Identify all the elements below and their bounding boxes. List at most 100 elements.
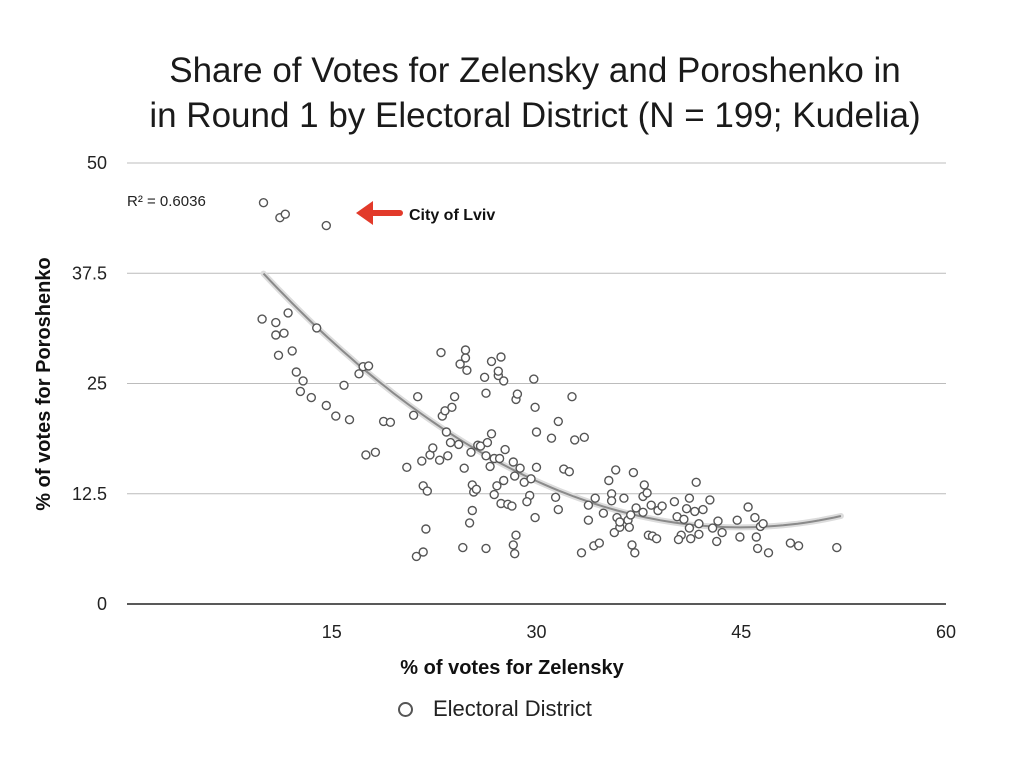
data-point	[471, 484, 482, 494]
data-point	[627, 540, 637, 550]
data-point	[530, 512, 540, 523]
data-point	[508, 457, 518, 467]
data-point	[626, 510, 636, 520]
data-point	[385, 417, 396, 427]
data-point	[758, 519, 768, 529]
data-point	[507, 501, 517, 511]
legend-circle-icon	[398, 701, 413, 717]
data-point	[657, 501, 667, 511]
data-point	[526, 474, 536, 484]
data-point	[462, 365, 472, 375]
data-point	[460, 353, 471, 363]
data-point	[686, 534, 696, 544]
data-point	[493, 366, 503, 376]
data-point	[413, 392, 423, 402]
data-point	[464, 518, 475, 528]
data-point	[492, 481, 502, 491]
data-point	[508, 540, 518, 550]
data-point	[257, 314, 267, 324]
y-tick-label: 50	[87, 153, 107, 173]
data-point	[411, 551, 422, 562]
x-tick-label: 45	[731, 622, 751, 642]
data-point	[422, 486, 432, 496]
data-point	[280, 209, 290, 219]
y-tick-label: 37.5	[72, 263, 107, 283]
data-point	[449, 392, 460, 402]
data-point	[615, 517, 625, 527]
data-point	[691, 477, 701, 487]
data-point	[339, 380, 349, 390]
chart-title-line-2: in Round 1 by Electoral District (N = 19…	[149, 96, 921, 135]
trendline-shadow	[260, 270, 844, 531]
data-point	[418, 547, 428, 557]
data-point	[590, 493, 600, 503]
data-point	[743, 502, 753, 512]
data-point	[750, 512, 760, 523]
data-point	[421, 524, 431, 534]
data-point	[443, 451, 453, 461]
data-point	[631, 503, 641, 513]
data-point	[531, 427, 542, 437]
data-point	[735, 532, 745, 542]
y-tick-labels: 0 12.5 25 37.5 50	[72, 153, 107, 614]
data-point	[500, 444, 510, 455]
data-point	[499, 475, 509, 486]
data-point	[273, 350, 284, 360]
data-point	[651, 534, 662, 544]
data-point	[291, 367, 301, 377]
y-axis-title: % of votes for Poroshenko	[33, 257, 55, 510]
data-point	[732, 515, 742, 525]
data-point	[306, 392, 316, 403]
x-axis-title: % of votes for Zelensky	[400, 657, 624, 679]
data-point	[271, 330, 281, 340]
x-tick-labels: 15 30 45 60	[322, 622, 956, 642]
data-point	[271, 317, 281, 328]
data-point	[705, 495, 715, 505]
data-point	[681, 504, 692, 514]
data-point	[344, 415, 355, 425]
data-point	[684, 523, 695, 533]
data-point	[363, 361, 374, 371]
data-point	[445, 437, 456, 448]
chart-title-line-1: Share of Votes for Zelensky and Poroshen…	[169, 51, 901, 90]
data-point	[624, 522, 634, 532]
data-point	[434, 455, 445, 465]
data-point	[752, 543, 763, 554]
data-point	[331, 411, 341, 421]
data-point	[639, 480, 649, 490]
data-point	[298, 376, 308, 386]
data-point	[283, 308, 293, 318]
data-point	[673, 534, 684, 545]
data-point	[361, 450, 371, 460]
data-point	[489, 489, 499, 500]
data-point	[485, 461, 495, 472]
data-point	[751, 532, 761, 542]
data-point	[354, 369, 364, 379]
data-point	[717, 527, 727, 538]
data-point	[576, 548, 587, 558]
data-point	[295, 386, 306, 397]
gridlines	[127, 162, 946, 605]
data-point	[479, 372, 490, 382]
data-point	[567, 392, 577, 402]
data-point	[646, 500, 656, 510]
data-point	[481, 451, 491, 461]
data-point	[447, 402, 457, 412]
data-point	[482, 437, 493, 448]
data-point	[698, 504, 708, 515]
data-point	[481, 388, 491, 398]
data-point	[638, 507, 648, 517]
data-point	[546, 433, 557, 443]
data-point	[287, 346, 297, 356]
data-point	[496, 352, 506, 362]
data-point	[609, 527, 619, 538]
data-point	[321, 400, 331, 411]
data-point	[570, 435, 580, 445]
data-point	[312, 323, 322, 333]
data-point	[679, 514, 689, 524]
data-point	[763, 548, 774, 558]
legend: Electoral District	[398, 694, 592, 724]
data-point	[579, 432, 589, 442]
data-points	[257, 197, 842, 562]
